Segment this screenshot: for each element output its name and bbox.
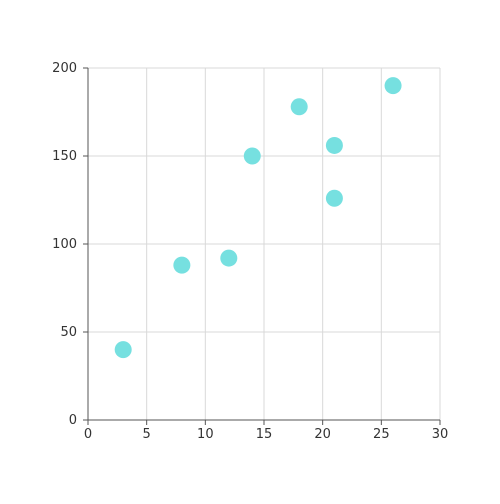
x-tick-label-20: 20 xyxy=(314,427,331,442)
y-tick-label-0: 0 xyxy=(69,413,77,428)
data-point-0-4 xyxy=(290,98,308,116)
data-point-0-6 xyxy=(325,189,343,207)
data-point-0-0 xyxy=(114,341,132,359)
x-tick-label-5: 5 xyxy=(143,427,151,442)
x-tick-label-0: 0 xyxy=(84,427,92,442)
tick-label-layer: 0 5 10 15 20 25 30 0 50 100 150 200 xyxy=(52,61,448,442)
y-tick-label-150: 150 xyxy=(52,149,77,164)
data-point-0-3 xyxy=(243,147,261,165)
grid-layer xyxy=(88,67,441,420)
y-tick-label-200: 200 xyxy=(52,61,77,76)
data-point-0-1 xyxy=(173,256,191,274)
axis-layer xyxy=(83,67,441,425)
y-tick-label-100: 100 xyxy=(52,237,77,252)
data-point-0-7 xyxy=(384,77,402,95)
data-point-0-5 xyxy=(325,136,343,154)
x-tick-label-30: 30 xyxy=(432,427,449,442)
data-point-layer xyxy=(114,77,402,359)
x-tick-label-15: 15 xyxy=(256,427,273,442)
y-tick-label-50: 50 xyxy=(60,325,77,340)
data-point-0-2 xyxy=(220,249,238,267)
x-tick-label-25: 25 xyxy=(373,427,390,442)
x-tick-label-10: 10 xyxy=(197,427,214,442)
